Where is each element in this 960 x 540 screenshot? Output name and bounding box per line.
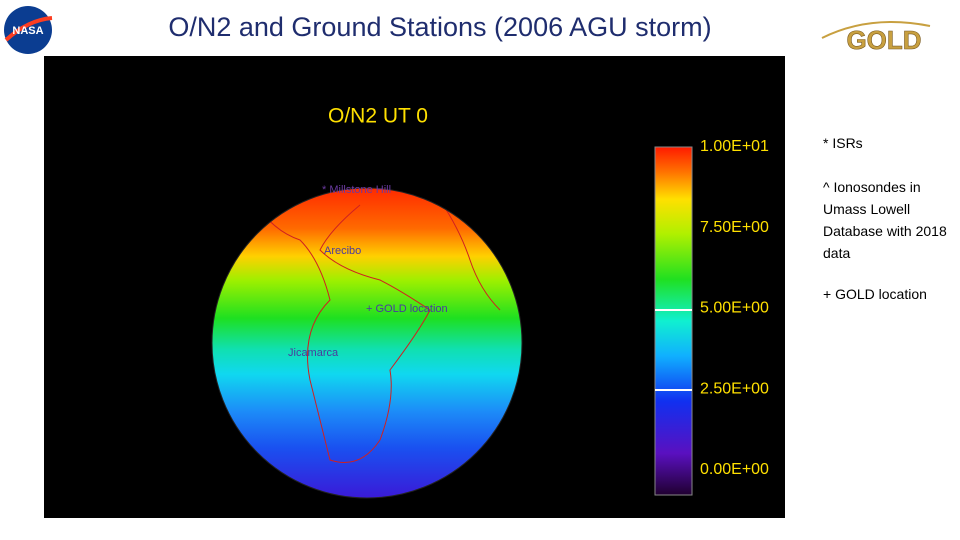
globe-outline <box>211 187 523 499</box>
nasa-logo <box>4 6 52 54</box>
note: ^ Ionosondes in Umass Lowell Database wi… <box>823 179 947 261</box>
station-label: Arecibo <box>324 245 361 257</box>
colorbar <box>654 146 693 496</box>
station-label: + GOLD location <box>366 303 448 315</box>
note: + GOLD location <box>823 286 927 302</box>
station-label: Jicamarca <box>288 347 339 359</box>
colorbar-label: 5.00E+00 <box>700 300 769 317</box>
gold-logo-text: GOLD <box>846 25 921 55</box>
colorbar-label: 1.00E+01 <box>700 138 769 155</box>
nasa-swoosh <box>4 16 53 42</box>
colorbar-label: 2.50E+00 <box>700 380 769 397</box>
colorbar-labels: 1.00E+01 7.50E+00 5.00E+00 2.50E+00 0.00E+00 <box>700 138 769 478</box>
nasa-logo-text: NASA <box>12 25 43 37</box>
note: * ISRs <box>823 135 863 151</box>
colorbar-label: 0.00E+00 <box>700 461 769 478</box>
colorbar-label: 7.50E+00 <box>700 219 769 236</box>
slide-title: O/N2 and Ground Stations (2006 AGU storm… <box>168 12 712 42</box>
station-label-text: GOLD location <box>375 303 447 315</box>
gold-arc <box>821 21 931 39</box>
coastlines <box>249 194 501 463</box>
globe <box>212 188 522 498</box>
station-label: * Millstone Hill <box>322 184 391 196</box>
figure-title: O/N2 UT 0 <box>328 105 428 128</box>
globe-field <box>212 188 522 498</box>
